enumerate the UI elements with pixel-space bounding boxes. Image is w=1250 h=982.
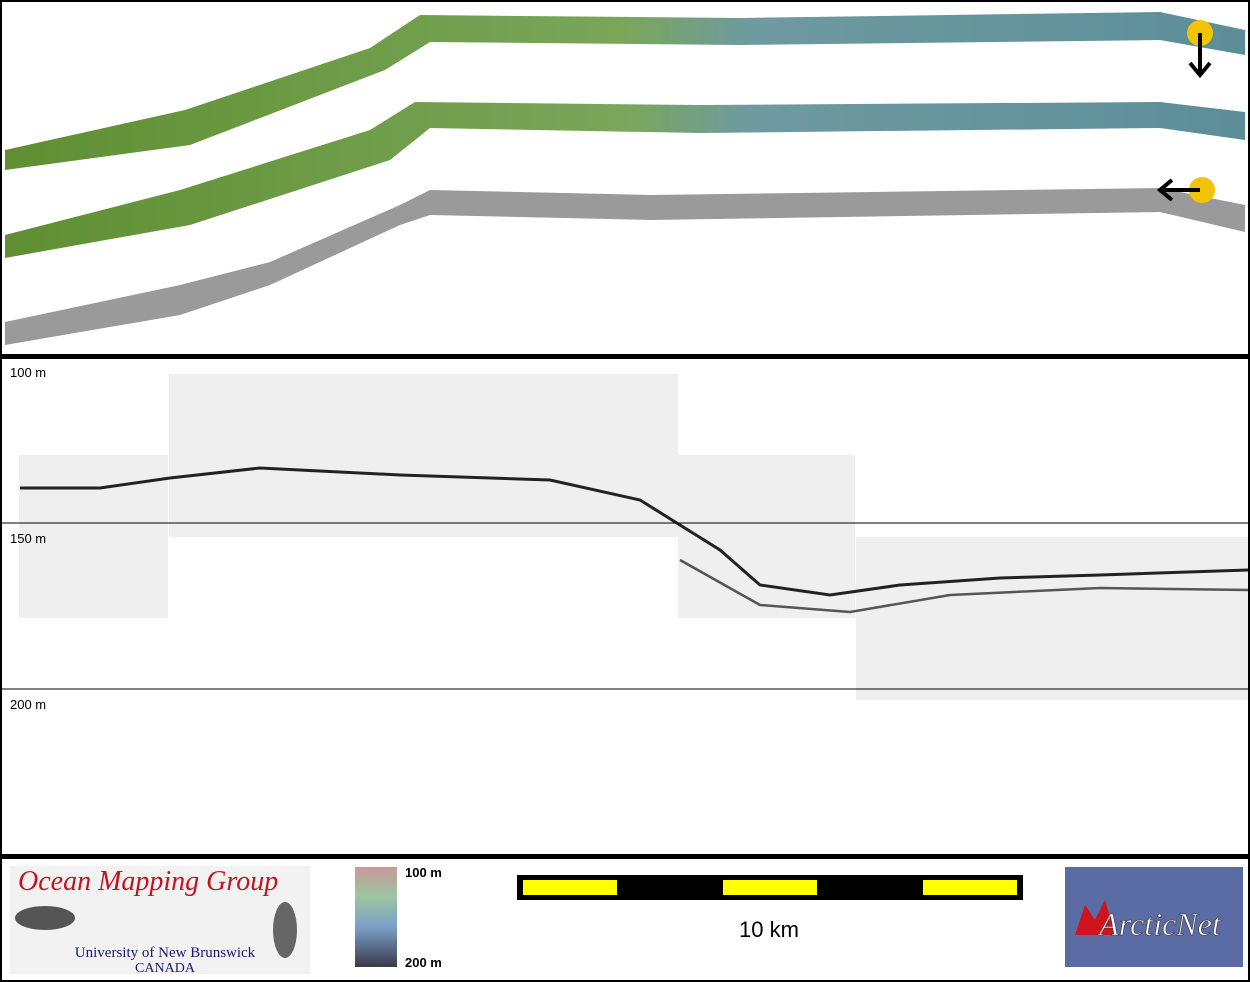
logo-subtitle: University of New Brunswick: [75, 945, 256, 961]
maple-leaf: [1075, 900, 1115, 935]
logo-country: CANADA: [135, 961, 196, 976]
divider: [0, 854, 1250, 859]
seafloor-reflector: [20, 466, 1249, 597]
logo-image: [15, 906, 75, 930]
scale-bar-segment: [723, 880, 817, 895]
arrow-head: [1156, 178, 1174, 202]
swath-backscatter-relief: [5, 12, 1245, 170]
color-scale-label: 200 m: [405, 955, 442, 970]
profile-segment: [678, 455, 855, 618]
profile-segment: [169, 374, 678, 537]
scale-bar-segment: [523, 880, 617, 895]
ship-marker: [1189, 177, 1215, 203]
swath-backscatter: [5, 188, 1245, 345]
subbottom-reflector: [679, 558, 1249, 614]
color-scale-label: 100 m: [405, 865, 442, 880]
scale-bar-label: 10 km: [739, 917, 799, 942]
color-scale: [355, 867, 397, 967]
profile-panel: 100 m 150 m 200 m: [2, 365, 1249, 712]
footer: Ocean Mapping Group University of New Br…: [10, 865, 1243, 976]
partner-logo: [1065, 867, 1243, 967]
logo-title: Ocean Mapping Group: [18, 866, 278, 897]
logo-image: [273, 902, 297, 958]
divider: [0, 354, 1250, 359]
scale-bar-segment: [923, 880, 1017, 895]
swath-bathymetry: [5, 102, 1245, 258]
profile-segment: [856, 537, 1248, 700]
depth-label: 150 m: [10, 531, 46, 546]
partner-name: ArcticNet: [1097, 906, 1222, 942]
depth-label: 100 m: [10, 365, 46, 380]
depth-label: 200 m: [10, 697, 46, 712]
map-panel: [5, 12, 1245, 345]
arrow-head: [1188, 61, 1212, 79]
